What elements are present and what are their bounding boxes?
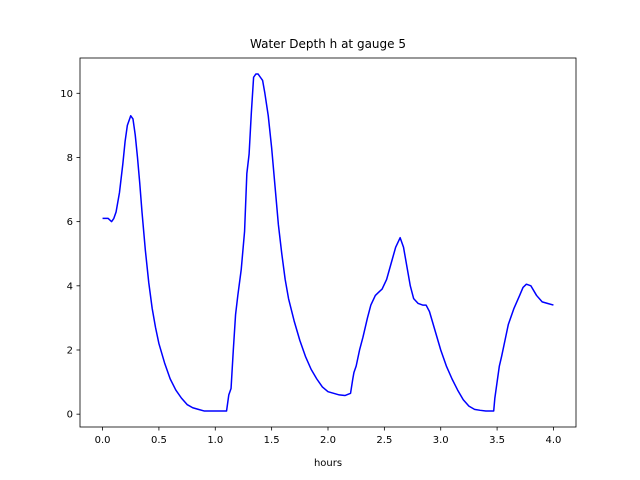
x-tick-label: 3.5: [489, 435, 505, 446]
x-axis-label: hours: [314, 458, 342, 469]
series-line-1: [102, 73, 554, 412]
y-tick-label: 4: [67, 281, 73, 292]
x-tick-label: 1.0: [207, 435, 223, 446]
y-tick-label: 10: [60, 89, 73, 100]
x-tick-label: 3.0: [433, 435, 449, 446]
x-tick-label: 4.0: [546, 435, 562, 446]
axes: 0.0 0.5 1.0 1.5 2.0 2.5 3.0 3.5 4.0 0 2 4 6 8 10: [60, 57, 577, 446]
x-tick-label: 0.0: [95, 435, 111, 446]
x-tick-label: 0.5: [151, 435, 167, 446]
chart-title: Water Depth h at gauge 5: [250, 37, 406, 51]
x-tick-label: 2.5: [376, 435, 392, 446]
y-tick-label: 8: [67, 153, 73, 164]
y-tick-label: 6: [67, 217, 73, 228]
x-tick-label: 1.5: [264, 435, 280, 446]
y-tick-label: 2: [67, 345, 73, 356]
plot-area: [102, 73, 554, 412]
y-tick-label: 0: [67, 410, 73, 421]
x-tick-label: 2.0: [320, 435, 336, 446]
